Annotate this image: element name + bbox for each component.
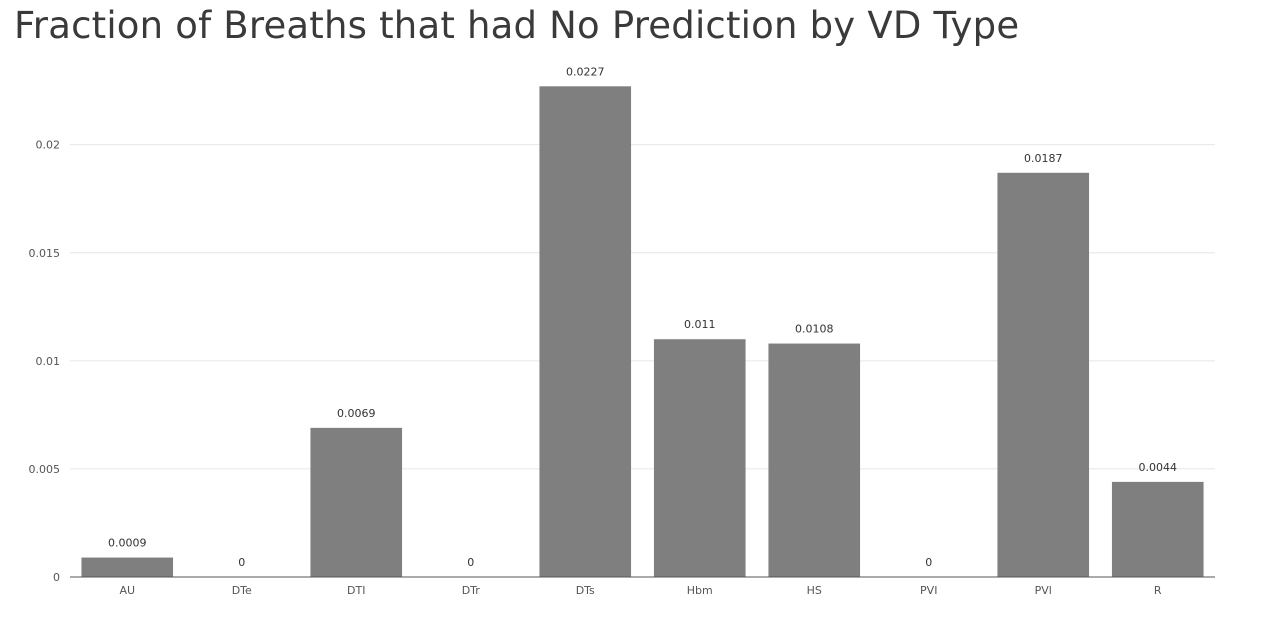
bar — [81, 557, 174, 577]
data-label: 0.0108 — [795, 323, 834, 336]
data-label: 0 — [467, 556, 474, 569]
bar — [768, 343, 861, 577]
x-tick-label: DTr — [462, 584, 481, 597]
y-tick-label: 0.01 — [36, 355, 61, 368]
data-label: 0 — [925, 556, 932, 569]
y-tick-label: 0.02 — [36, 139, 61, 152]
x-tick-label: DTe — [232, 584, 252, 597]
x-tick-label: Hbm — [687, 584, 713, 597]
data-label: 0.0187 — [1024, 152, 1063, 165]
x-tick-label: AU — [119, 584, 135, 597]
bar — [310, 427, 403, 577]
x-tick-label: PVl — [1035, 584, 1052, 597]
bar — [997, 172, 1090, 578]
x-tick-label: DTI — [347, 584, 365, 597]
x-tick-label: R — [1154, 584, 1162, 597]
data-label: 0 — [238, 556, 245, 569]
x-tick-label: HS — [807, 584, 822, 597]
bar — [653, 339, 746, 577]
data-label: 0.011 — [684, 318, 716, 331]
data-label: 0.0227 — [566, 65, 605, 78]
y-tick-label: 0.005 — [29, 463, 61, 476]
axis-layer: 0 0.005 0.01 0.015 0.02 AU DTe DTI DTr DTs Hbm HS PV… — [29, 139, 1215, 597]
y-tick-label: 0.015 — [29, 247, 61, 260]
bars-layer — [81, 86, 1204, 578]
x-tick-label: PVI — [920, 584, 937, 597]
data-label: 0.0009 — [108, 537, 147, 550]
data-label: 0.0044 — [1139, 461, 1178, 474]
data-label: 0.0069 — [337, 407, 376, 420]
y-tick-label: 0 — [53, 571, 60, 584]
x-tick-label: DTs — [576, 584, 595, 597]
bar — [1111, 481, 1204, 577]
chart-title: Fraction of Breaths that had No Predicti… — [14, 4, 1020, 47]
bar — [539, 86, 632, 577]
labels-layer: 0.0009 0 0.0069 0 0.0227 0.011 0.0108 0 0.0187 0.… — [108, 65, 1177, 569]
